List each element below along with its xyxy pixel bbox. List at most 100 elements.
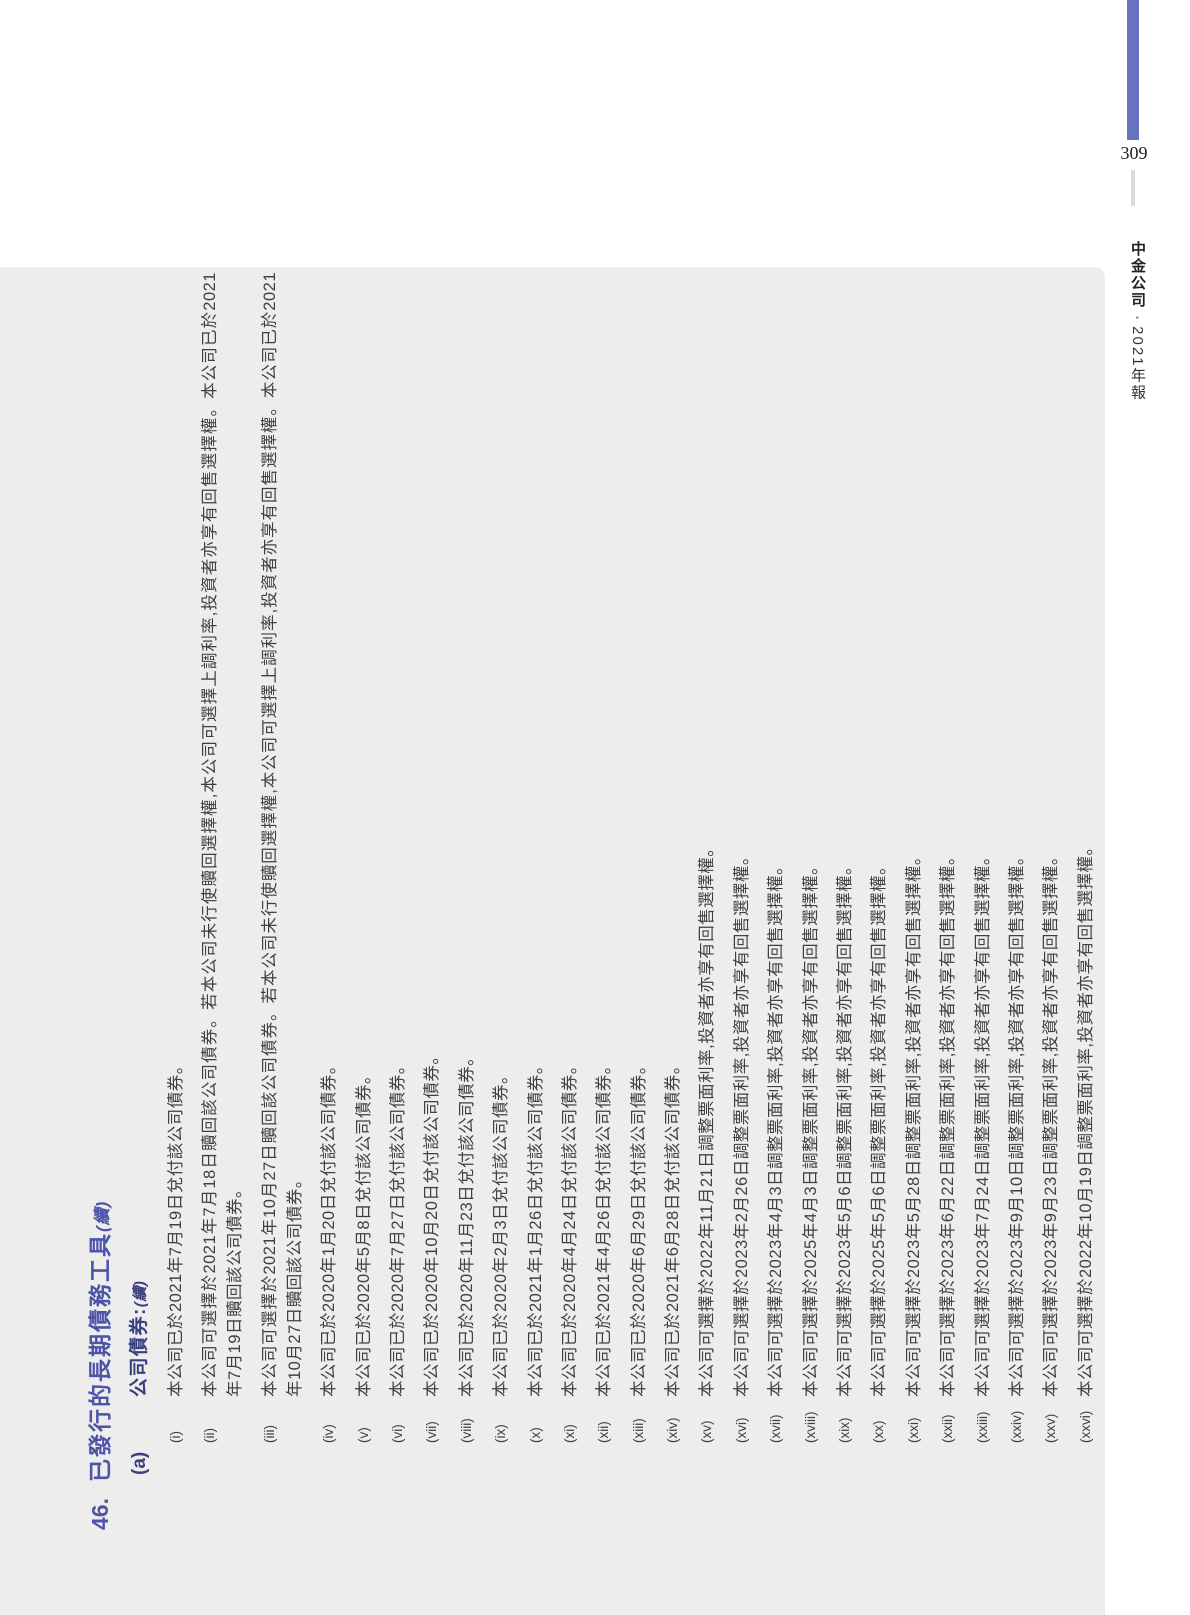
- list-item-text: 本公司已於2020年7月27日兌付該公司債券。: [386, 272, 411, 1397]
- list-item: (xiv) 本公司已於2021年6月28日兌付該公司債券。: [661, 272, 686, 1443]
- subsection-label: (a): [129, 1451, 150, 1475]
- list-item-text: 本公司已於2020年6月29日兌付該公司債券。: [627, 272, 652, 1397]
- list-item: (vii) 本公司已於2020年10月20日兌付該公司債券。: [420, 272, 445, 1443]
- list-item-numeral: (xxii): [940, 1414, 956, 1444]
- section-title: 已發行的長期債務工具: [87, 1232, 113, 1482]
- list-item-text: 本公司可選擇於2023年2月26日調整票面利率,投資者亦享有回售選擇權。: [730, 272, 755, 1397]
- list-item-text: 本公司已於2021年6月28日兌付該公司債券。: [661, 272, 686, 1397]
- section-number: 46.: [87, 1498, 113, 1530]
- company-name: 中金公司: [1129, 241, 1146, 309]
- list-item-numeral: (i): [168, 1431, 183, 1443]
- list-item-numeral: (xii): [596, 1421, 612, 1443]
- list-item-numeral: (xxi): [905, 1417, 921, 1444]
- list-item-text: 本公司已於2020年4月24日兌付該公司債券。: [558, 272, 583, 1397]
- list-item: (xxi) 本公司可選擇於2023年5月28日調整票面利率,投資者亦享有回售選擇…: [902, 272, 927, 1443]
- list-item-numeral: (xi): [561, 1424, 577, 1443]
- list-item-numeral: (ix): [493, 1424, 509, 1443]
- page-number: 309: [1120, 143, 1148, 163]
- list-item-line: 本公司可選擇於2023年7月24日調整票面利率,投資者亦享有回售選擇權。: [973, 848, 992, 1397]
- list-item: (xxiii) 本公司可選擇於2023年7月24日調整票面利率,投資者亦享有回售…: [971, 272, 996, 1443]
- list-item-text: 本公司可選擇於2025年4月3日調整票面利率,投資者亦享有回售選擇權。: [799, 272, 824, 1397]
- content-panel: [0, 267, 1105, 1615]
- spine-title: 中金公司 • 2021年報: [1126, 241, 1148, 402]
- list-item-numeral: (xiii): [630, 1418, 646, 1443]
- list-item-line: 本公司可選擇於2023年5月28日調整票面利率,投資者亦享有回售選擇權。: [904, 848, 923, 1397]
- list-item-text: 本公司可選擇於2023年9月10日調整票面利率,投資者亦享有回售選擇權。: [1005, 272, 1030, 1397]
- list-item-numeral: (xviii): [802, 1411, 818, 1444]
- list-item-numeral: (iii): [261, 1425, 277, 1443]
- list-item: (iv) 本公司已於2020年1月20日兌付該公司債券。: [317, 272, 342, 1443]
- list-item-numeral: (xxiv): [1008, 1410, 1024, 1443]
- list-item-line: 年10月27日贖回該公司債券。: [285, 1171, 304, 1397]
- subsection-heading: (a) 公司債券:(續): [128, 1281, 153, 1475]
- list-item: (xix) 本公司可選擇於2023年5月6日調整票面利率,投資者亦享有回售選擇權…: [833, 272, 858, 1443]
- list-item: (v) 本公司已於2020年5月8日兌付該公司債券。: [352, 272, 377, 1443]
- list-item-text: 本公司可選擇於2023年5月6日調整票面利率,投資者亦享有回售選擇權。: [833, 272, 858, 1397]
- list-item: (xxv) 本公司可選擇於2023年9月23日調整票面利率,投資者亦享有回售選擇…: [1039, 272, 1064, 1443]
- list-item-numeral: (xvii): [768, 1414, 784, 1444]
- list-item-numeral: (xvi): [733, 1417, 749, 1444]
- list-item: (xxvi) 本公司可選擇於2022年10月19日調整票面利率,投資者亦享有回售…: [1074, 272, 1099, 1444]
- list-item-numeral: (iv): [321, 1424, 337, 1443]
- list-item-numeral: (xiv): [665, 1417, 681, 1444]
- list-item-numeral: (xxiii): [974, 1411, 990, 1444]
- subsection-title: 公司債券:: [129, 1307, 150, 1397]
- list-item-numeral: (x): [527, 1427, 543, 1443]
- list-item-line: 本公司已於2021年1月26日兌付該公司債券。: [526, 1057, 545, 1397]
- list-item: (xiii) 本公司已於2020年6月29日兌付該公司債券。: [627, 272, 652, 1443]
- list-item-numeral: (vi): [389, 1424, 405, 1443]
- list-item-line: 年7月19日贖回該公司債券。: [226, 1180, 245, 1397]
- list-item-line: 本公司可選擇於2023年6月22日調整票面利率,投資者亦享有回售選擇權。: [939, 848, 958, 1397]
- list-item: (iii) 本公司可選擇於2021年10月27日贖回該公司債券。若本公司未行使贖…: [258, 272, 308, 1443]
- list-item: (vi) 本公司已於2020年7月27日兌付該公司債券。: [386, 272, 411, 1443]
- list-item-line: 本公司可選擇於2023年2月26日調整票面利率,投資者亦享有回售選擇權。: [732, 848, 751, 1397]
- list-item-numeral: (xv): [699, 1420, 715, 1444]
- list-item: (xx) 本公司可選擇於2025年5月6日調整票面利率,投資者亦享有回售選擇權。: [867, 272, 892, 1443]
- list-item-numeral: (viii): [458, 1418, 474, 1443]
- list-item: (i) 本公司已於2021年7月19日兌付該公司債券。: [164, 272, 189, 1443]
- list-item: (xxii) 本公司可選擇於2023年6月22日調整票面利率,投資者亦享有回售選…: [936, 272, 961, 1443]
- list-item-text: 本公司可選擇於2021年7月18日贖回該公司債券。若本公司未行使贖回選擇權,本公…: [198, 272, 248, 1397]
- list-item-text: 本公司可選擇於2023年5月28日調整票面利率,投資者亦享有回售選擇權。: [902, 272, 927, 1397]
- list-item-numeral: (xx): [871, 1420, 887, 1444]
- list-item-text: 本公司已於2020年1月20日兌付該公司債券。: [317, 272, 342, 1397]
- list-item-text: 本公司可選擇於2023年4月3日調整票面利率,投資者亦享有回售選擇權。: [764, 272, 789, 1397]
- list-item-line: 本公司可選擇於2021年7月18日贖回該公司債券。若本公司未行使贖回選擇權,本公…: [201, 272, 220, 1397]
- list-item-line: 本公司可選擇於2023年9月23日調整票面利率,投資者亦享有回售選擇權。: [1042, 848, 1061, 1397]
- spine-tick-line: [1131, 170, 1135, 206]
- list-item-numeral: (vii): [424, 1421, 440, 1443]
- list-item-text: 本公司已於2021年7月19日兌付該公司債券。: [164, 272, 189, 1397]
- list-item-line: 本公司已於2020年11月23日兌付該公司債券。: [457, 1048, 476, 1397]
- list-item: (xv) 本公司可選擇於2022年11月21日調整票面利率,投資者亦享有回售選擇…: [695, 272, 720, 1443]
- list-item-line: 本公司已於2020年5月8日兌付該公司債券。: [354, 1066, 373, 1397]
- list-item-text: 本公司已於2021年4月26日兌付該公司債券。: [592, 272, 617, 1397]
- list-item-line: 本公司可選擇於2023年4月3日調整票面利率,投資者亦享有回售選擇權。: [767, 857, 786, 1397]
- list-item: (xvi) 本公司可選擇於2023年2月26日調整票面利率,投資者亦享有回售選擇…: [730, 272, 755, 1443]
- list-item-line: 本公司可選擇於2021年10月27日贖回該公司債券。若本公司未行使贖回選擇權,本…: [260, 272, 279, 1397]
- list-item-line: 本公司已於2021年4月26日兌付該公司債券。: [595, 1057, 614, 1397]
- list-item-numeral: (v): [355, 1427, 371, 1443]
- list-item-numeral: (xix): [837, 1417, 853, 1444]
- list-item-line: 本公司已於2021年6月28日兌付該公司債券。: [664, 1057, 683, 1397]
- list-item-line: 本公司已於2020年4月24日兌付該公司債券。: [560, 1057, 579, 1397]
- list-item-numeral: (xxv): [1043, 1413, 1059, 1443]
- section-continued-marker: (續): [93, 1200, 112, 1232]
- list-item-text: 本公司已於2020年10月20日兌付該公司債券。: [420, 272, 445, 1397]
- list-item-text: 本公司可選擇於2022年11月21日調整票面利率,投資者亦享有回售選擇權。: [695, 272, 720, 1397]
- list-item: (ix) 本公司已於2020年2月3日兌付該公司債券。: [489, 272, 514, 1443]
- list-item: (x) 本公司已於2021年1月26日兌付該公司債券。: [524, 272, 549, 1443]
- list-item-text: 本公司已於2020年11月23日兌付該公司債券。: [455, 272, 480, 1397]
- list-item-line: 本公司已於2020年2月3日兌付該公司債券。: [492, 1066, 511, 1397]
- report-edition: 2021年報: [1129, 326, 1146, 402]
- list-item-line: 本公司可選擇於2025年5月6日調整票面利率,投資者亦享有回售選擇權。: [870, 857, 889, 1397]
- list-item-text: 本公司已於2021年1月26日兌付該公司債券。: [524, 272, 549, 1397]
- list-item-line: 本公司已於2021年7月19日兌付該公司債券。: [167, 1057, 185, 1397]
- list-item-line: 本公司可選擇於2023年5月6日調整票面利率,投資者亦享有回售選擇權。: [836, 857, 855, 1397]
- list-item-line: 本公司已於2020年6月29日兌付該公司債券。: [629, 1057, 648, 1397]
- list-item-text: 本公司已於2020年5月8日兌付該公司債券。: [352, 272, 377, 1397]
- list-item: (xi) 本公司已於2020年4月24日兌付該公司債券。: [558, 272, 583, 1443]
- list-item: (xviii) 本公司可選擇於2025年4月3日調整票面利率,投資者亦享有回售選…: [799, 272, 824, 1443]
- section-heading: 46. 已發行的長期債務工具(續): [85, 1201, 118, 1530]
- list-item: (xii) 本公司已於2021年4月26日兌付該公司債券。: [592, 272, 617, 1443]
